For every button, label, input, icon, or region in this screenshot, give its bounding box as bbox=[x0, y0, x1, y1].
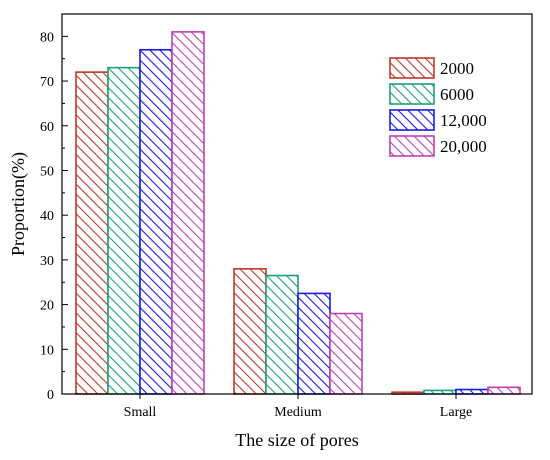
y-tick-label: 10 bbox=[40, 343, 54, 358]
bar-medium-12000 bbox=[297, 292, 331, 395]
y-tick-label: 0 bbox=[47, 388, 54, 403]
legend-label-2000: 2000 bbox=[440, 59, 474, 78]
y-tick-label: 40 bbox=[40, 209, 54, 224]
y-tick-label: 60 bbox=[40, 120, 54, 135]
y-tick-label: 70 bbox=[40, 75, 54, 90]
x-tick-label-small: Small bbox=[124, 405, 157, 420]
bar-large-20000 bbox=[487, 386, 521, 395]
legend: 2000 6000 12,000 20,000 bbox=[389, 57, 487, 157]
legend-swatch-6000 bbox=[389, 83, 435, 105]
bar-small-6000 bbox=[107, 66, 141, 395]
legend-label-6000: 6000 bbox=[440, 85, 474, 104]
x-axis-title: The size of pores bbox=[235, 430, 358, 450]
x-axis: Small Medium Large bbox=[124, 394, 472, 420]
y-axis: 0 10 20 30 40 50 60 70 80 bbox=[40, 30, 68, 403]
y-tick-label: 50 bbox=[40, 164, 54, 179]
bar-large-12000 bbox=[455, 388, 489, 395]
y-axis-title: Proportion(%) bbox=[8, 152, 29, 256]
y-tick-label: 20 bbox=[40, 299, 54, 314]
bar-small-2000 bbox=[75, 71, 109, 395]
bar-medium-2000 bbox=[233, 268, 267, 395]
legend-swatch-20000 bbox=[389, 135, 435, 157]
plot-frame bbox=[61, 13, 533, 395]
bar-small-20000 bbox=[171, 31, 205, 395]
x-tick-label-large: Large bbox=[440, 405, 472, 420]
legend-label-12000: 12,000 bbox=[440, 111, 487, 130]
bars-layer bbox=[75, 31, 521, 395]
legend-label-20000: 20,000 bbox=[440, 137, 487, 156]
y-tick-label: 80 bbox=[40, 30, 54, 45]
legend-swatch-2000 bbox=[389, 57, 435, 79]
bar-small-12000 bbox=[139, 48, 173, 395]
x-tick-label-medium: Medium bbox=[274, 405, 322, 420]
y-tick-label: 30 bbox=[40, 254, 54, 269]
bar-medium-6000 bbox=[265, 274, 299, 395]
bar-medium-20000 bbox=[329, 312, 363, 395]
legend-swatch-12000 bbox=[389, 109, 435, 131]
